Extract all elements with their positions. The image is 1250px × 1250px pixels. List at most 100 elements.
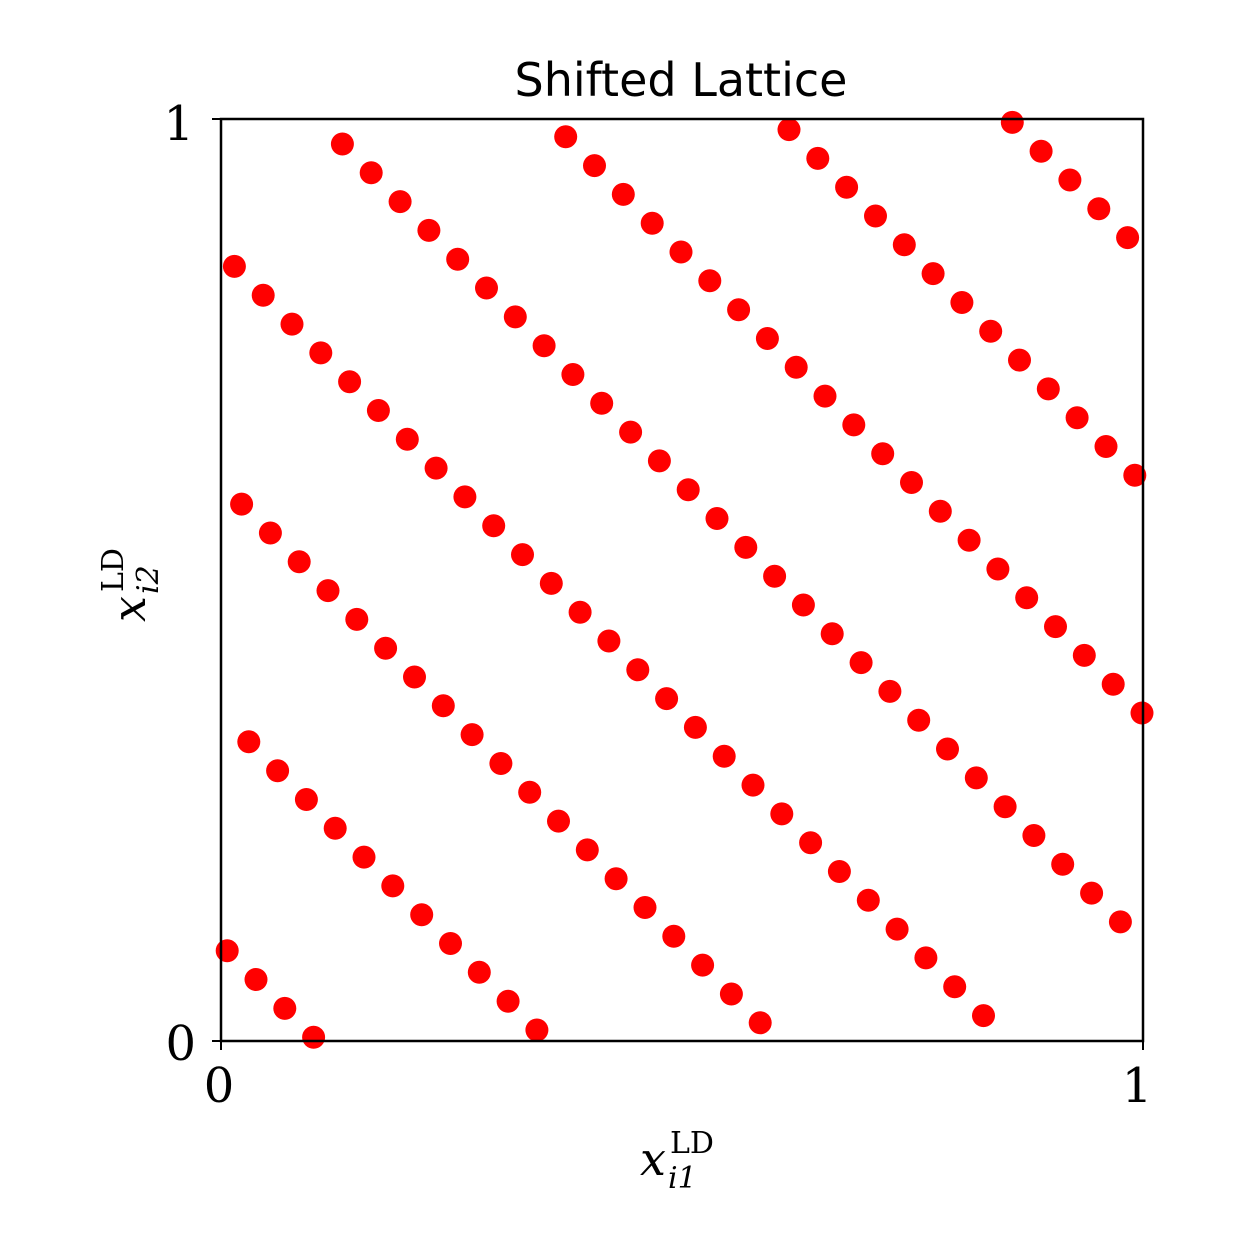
scatter-point [597,629,621,653]
x-axis-label: x LD i1 [640,1126,719,1196]
scatter-point [647,449,671,473]
scatter-point [496,989,520,1013]
scatter-point [503,305,527,329]
scatter-point [907,708,931,732]
scatter-point [266,759,290,783]
scatter-point [827,860,851,883]
scatter-point [705,507,729,530]
scatter-point [1008,348,1031,372]
scatter-point [784,355,808,379]
y-tick-label-1: 1 [163,96,194,152]
scatter-point [1072,643,1096,667]
scatter-point [215,939,239,963]
scatter-point [763,564,787,588]
scatter-point [900,471,923,494]
plot-frame [219,117,1145,1043]
y-tick-label-0: 0 [165,1016,196,1072]
scatter-point [698,269,722,293]
scatter-point [777,118,801,142]
scatter-point [871,442,895,466]
scatter-point [330,132,354,156]
x-tick-label-1: 1 [1122,1058,1153,1114]
scatter-point [921,262,945,286]
scatter-point [446,247,470,271]
scatter-point [727,298,751,322]
scatter-point [532,334,556,358]
scatter-point [1051,852,1075,876]
scatter-point [1029,139,1053,163]
scatter-point [467,960,491,984]
scatter-point [1058,168,1082,192]
scatter-point [568,600,592,624]
scatter-points [215,110,1154,1049]
scatter-point [1015,586,1039,610]
scatter-point [374,636,398,660]
scatter-point [359,161,383,185]
scatter-point [280,312,304,336]
scatter-point [842,413,866,437]
scatter-point [583,154,606,178]
scatter-point [806,146,830,170]
scatter-point [864,204,887,228]
scatter-point [1000,110,1024,134]
scatter-point [1080,881,1104,905]
scatter-point [453,485,477,509]
scatter-point [719,982,743,1006]
scatter-point [366,399,390,422]
scatter-point [575,838,599,862]
scatter-point [460,723,484,747]
scatter-point [885,917,909,941]
scatter-point [403,665,426,689]
x-axis-label-sub: i1 [668,1161,697,1196]
chart-title: Shifted Lattice [515,53,848,107]
scatter-point [835,175,859,199]
y-axis-label-var: x [102,596,156,622]
scatter-point [950,291,974,314]
scatter-point [381,874,405,898]
scatter-point [345,607,369,631]
scatter-point [943,975,967,999]
scatter-point [1101,672,1125,696]
scatter-point [482,514,506,538]
scatter-point [417,218,441,242]
scatter-point [1065,406,1089,430]
scatter-point [914,946,938,970]
scatter-point [475,276,498,300]
x-tick-label-0: 0 [204,1058,235,1114]
scatter-point [640,211,664,235]
scatter-point [1094,435,1118,458]
scatter-point [928,499,952,523]
scatter-point [979,319,1003,343]
scatter-point [712,744,736,768]
scatter-point [539,571,563,595]
scatter-point [230,492,254,516]
scatter-point [791,593,815,617]
scatter-point [338,370,362,394]
scatter-point [986,557,1010,581]
scatter-point [734,535,758,559]
scatter-point [849,651,873,675]
scatter-point [669,240,693,264]
scatter-point [323,816,347,840]
scatter-point [309,341,333,365]
scatter-point [662,924,686,948]
scatter-point [525,1018,549,1042]
scatter-point [1123,463,1147,487]
scatter-point [294,788,318,811]
scatter-point [741,773,765,797]
scatter-point [633,896,657,919]
scatter-point [1044,615,1067,639]
scatter-point [316,579,340,603]
scatter-point [410,903,434,927]
scatter-point [244,968,268,991]
scatter-point [676,478,700,502]
scatter-point [655,687,679,711]
scatter-point [547,809,570,833]
scatter-point [611,182,635,206]
scatter-point [590,391,614,415]
scatter-point [820,622,844,646]
scatter-point [748,1011,772,1035]
scatter-point [770,802,794,826]
scatter-point [813,384,837,408]
scatter-point [518,780,542,804]
